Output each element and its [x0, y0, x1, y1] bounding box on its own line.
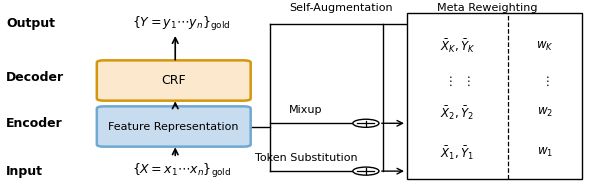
Text: $\{X = x_1 \cdots x_n\}_{\mathrm{gold}}$: $\{X = x_1 \cdots x_n\}_{\mathrm{gold}}$ [131, 162, 231, 180]
Text: Mixup: Mixup [289, 105, 323, 115]
Text: $\{Y = y_1 \cdots y_n\}_{\mathrm{gold}}$: $\{Y = y_1 \cdots y_n\}_{\mathrm{gold}}$ [132, 15, 230, 33]
Text: $\vdots$: $\vdots$ [541, 75, 549, 88]
Text: Encoder: Encoder [6, 117, 63, 130]
Text: Decoder: Decoder [6, 71, 64, 84]
Text: $\bar{X}_2,\bar{Y}_2$: $\bar{X}_2,\bar{Y}_2$ [440, 104, 475, 122]
Text: $\vdots \;\; \vdots$: $\vdots \;\; \vdots$ [444, 75, 470, 88]
Text: Feature Representation: Feature Representation [109, 121, 239, 132]
Text: $\bar{X}_K,\bar{Y}_K$: $\bar{X}_K,\bar{Y}_K$ [440, 37, 475, 55]
Bar [407, 13, 582, 179]
Text: Token Substitution: Token Substitution [255, 153, 357, 163]
Text: CRF: CRF [162, 74, 186, 87]
FancyBboxPatch shape [97, 106, 251, 147]
Text: $w_K$: $w_K$ [536, 40, 554, 53]
Text: $w_2$: $w_2$ [537, 106, 553, 119]
Circle shape [353, 119, 379, 127]
Text: Meta Reweighting: Meta Reweighting [437, 3, 538, 13]
FancyBboxPatch shape [97, 60, 251, 101]
Text: $\bar{X}_1,\bar{Y}_1$: $\bar{X}_1,\bar{Y}_1$ [440, 144, 475, 162]
Text: $w_1$: $w_1$ [537, 146, 553, 159]
Text: Output: Output [6, 17, 55, 30]
Text: Self-Augmentation: Self-Augmentation [290, 3, 393, 13]
Circle shape [353, 167, 379, 175]
Text: Input: Input [6, 165, 43, 178]
